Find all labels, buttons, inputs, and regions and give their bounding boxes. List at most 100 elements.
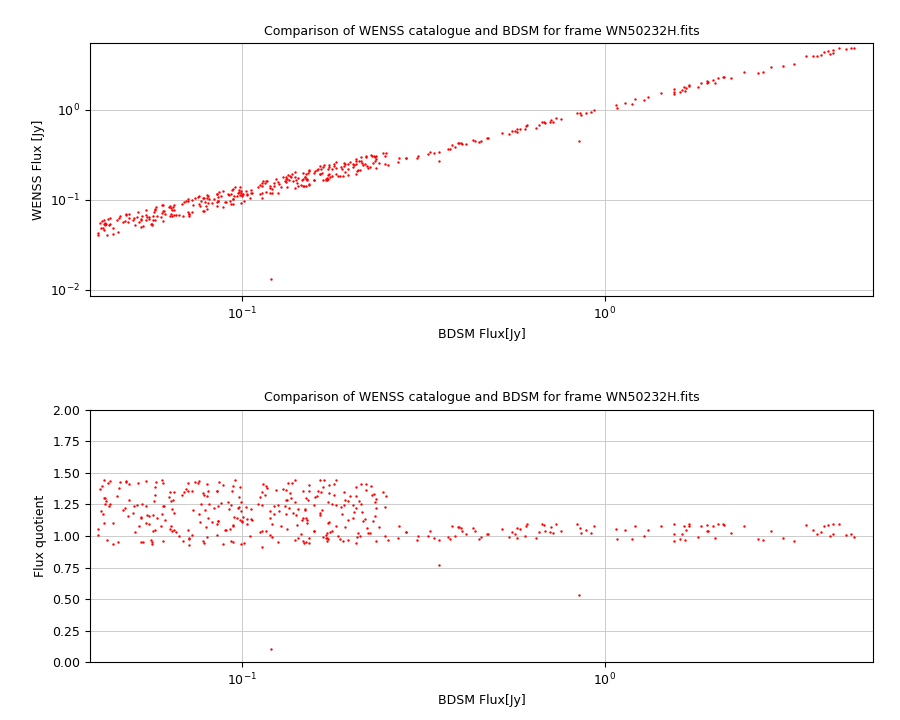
Point (148, 203, 163, 215)
Point (212, 477, 226, 488)
Point (95, 508, 110, 520)
Point (199, 200, 213, 212)
Point (225, 184, 239, 196)
Point (299, 536, 313, 548)
Point (163, 200, 177, 212)
Point (263, 186, 277, 198)
Point (146, 215, 160, 226)
Point (196, 192, 211, 204)
Point (200, 478, 214, 490)
Point (378, 150, 392, 162)
Point (121, 510, 135, 522)
Point (301, 168, 315, 179)
Point (288, 496, 302, 508)
Point (233, 514, 248, 526)
Point (411, 150, 426, 162)
Point (263, 182, 277, 194)
Point (221, 189, 236, 201)
Point (211, 516, 225, 527)
Point (228, 181, 242, 193)
Point (288, 474, 302, 485)
Point (509, 532, 524, 544)
Point (167, 204, 182, 216)
Point (253, 526, 267, 538)
Point (145, 536, 159, 548)
Point (244, 503, 258, 515)
Point (276, 483, 291, 495)
Point (672, 86, 687, 98)
Point (544, 114, 558, 126)
Point (573, 522, 588, 534)
Point (98, 219, 112, 230)
Point (502, 531, 517, 543)
Point (346, 161, 360, 173)
Title: Comparison of WENSS catalogue and BDSM for frame WN50232H.fits: Comparison of WENSS catalogue and BDSM f… (264, 392, 699, 405)
Point (346, 158, 360, 169)
Point (299, 168, 313, 179)
Point (223, 535, 238, 546)
Point (472, 534, 486, 545)
Point (299, 173, 313, 184)
Point (201, 485, 215, 497)
Point (691, 81, 706, 93)
Point (717, 519, 732, 531)
Point (299, 513, 313, 524)
Point (140, 510, 155, 521)
Point (392, 521, 407, 532)
Point (817, 520, 832, 531)
Point (474, 531, 489, 543)
Point (148, 214, 162, 225)
Point (399, 152, 413, 163)
Point (544, 521, 558, 533)
Point (279, 523, 293, 535)
Point (342, 156, 356, 168)
Point (366, 157, 381, 168)
Point (221, 503, 236, 515)
Point (199, 521, 213, 532)
Point (495, 523, 509, 534)
Point (316, 174, 330, 186)
Point (337, 500, 351, 511)
Y-axis label: Flux quotient: Flux quotient (33, 495, 47, 577)
Point (291, 503, 305, 514)
Point (814, 526, 828, 538)
Point (340, 495, 355, 506)
Point (844, 528, 859, 540)
Point (312, 168, 327, 180)
Point (239, 518, 254, 530)
Point (466, 135, 481, 146)
Point (300, 174, 314, 186)
Point (238, 196, 252, 207)
Point (284, 477, 299, 489)
Point (341, 534, 356, 546)
Point (313, 487, 328, 498)
Point (682, 521, 697, 532)
Point (150, 512, 165, 523)
Point (333, 502, 347, 513)
Point (299, 492, 313, 503)
Point (847, 42, 861, 54)
Point (112, 212, 126, 224)
Point (627, 521, 642, 532)
Point (239, 189, 254, 201)
Point (226, 193, 240, 204)
Point (142, 510, 157, 522)
Point (356, 160, 370, 171)
Point (579, 525, 593, 536)
Point (211, 485, 225, 497)
Point (277, 175, 292, 186)
Point (286, 508, 301, 519)
Point (701, 525, 716, 536)
Point (236, 511, 250, 523)
Point (244, 186, 258, 198)
Point (354, 478, 368, 490)
Point (376, 148, 391, 159)
Point (182, 208, 196, 220)
Point (693, 521, 707, 532)
Point (206, 193, 220, 204)
Point (329, 162, 344, 174)
Point (258, 177, 273, 189)
Point (140, 518, 154, 529)
Point (169, 526, 184, 538)
Point (472, 136, 486, 148)
